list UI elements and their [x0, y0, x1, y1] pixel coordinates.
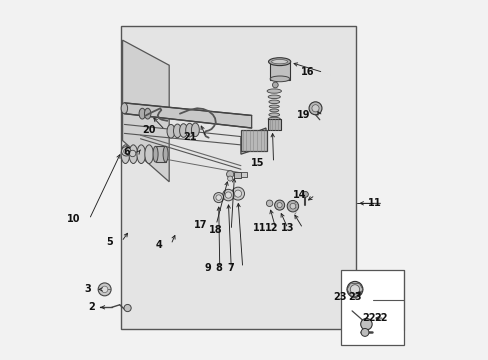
Circle shape	[272, 82, 278, 88]
Ellipse shape	[268, 113, 279, 117]
Text: 16: 16	[300, 67, 314, 77]
Circle shape	[311, 105, 319, 112]
Circle shape	[308, 102, 321, 115]
Circle shape	[101, 286, 108, 293]
Ellipse shape	[267, 95, 280, 99]
Bar	[241, 130, 266, 151]
Text: 5: 5	[105, 237, 112, 247]
Circle shape	[286, 201, 298, 212]
Ellipse shape	[269, 105, 279, 108]
Text: 11: 11	[253, 224, 266, 233]
Ellipse shape	[266, 89, 281, 93]
Polygon shape	[124, 103, 251, 128]
Bar	[241, 172, 246, 177]
Ellipse shape	[271, 59, 287, 64]
Circle shape	[289, 203, 295, 209]
Bar	[155, 146, 165, 162]
Text: 4: 4	[155, 239, 162, 249]
Circle shape	[231, 187, 244, 200]
Bar	[234, 172, 241, 178]
Ellipse shape	[121, 103, 127, 114]
Ellipse shape	[144, 108, 151, 119]
Circle shape	[225, 192, 231, 198]
Ellipse shape	[121, 145, 129, 163]
Circle shape	[302, 192, 308, 197]
Text: 13: 13	[280, 224, 293, 233]
Ellipse shape	[137, 145, 145, 163]
Ellipse shape	[129, 145, 137, 163]
Circle shape	[266, 200, 272, 207]
Text: 6: 6	[123, 147, 129, 157]
Text: 14: 14	[292, 190, 305, 200]
Circle shape	[360, 328, 368, 336]
Text: 22: 22	[373, 313, 387, 323]
Circle shape	[346, 282, 362, 297]
Circle shape	[98, 283, 111, 296]
Bar	[267, 119, 281, 130]
Ellipse shape	[173, 124, 181, 138]
Ellipse shape	[268, 100, 279, 104]
Polygon shape	[241, 128, 265, 154]
Bar	[121, 26, 355, 329]
Text: 15: 15	[250, 158, 264, 168]
Circle shape	[123, 149, 128, 154]
Text: 21: 21	[183, 132, 197, 142]
Text: 23: 23	[333, 292, 346, 302]
Circle shape	[227, 176, 232, 181]
Polygon shape	[122, 40, 169, 182]
Text: 9: 9	[203, 263, 210, 273]
Circle shape	[274, 200, 284, 210]
Circle shape	[213, 193, 223, 203]
Circle shape	[216, 195, 221, 200]
Ellipse shape	[185, 123, 193, 137]
Ellipse shape	[267, 117, 280, 121]
Circle shape	[129, 150, 136, 157]
Ellipse shape	[269, 76, 289, 82]
Text: 23: 23	[348, 292, 361, 302]
Text: 19: 19	[297, 111, 310, 121]
Ellipse shape	[167, 125, 175, 138]
Ellipse shape	[268, 58, 290, 66]
Ellipse shape	[191, 123, 199, 136]
Circle shape	[277, 203, 282, 208]
Ellipse shape	[163, 146, 168, 162]
Circle shape	[349, 285, 359, 294]
Ellipse shape	[179, 124, 187, 137]
Ellipse shape	[153, 146, 158, 162]
Ellipse shape	[269, 109, 278, 112]
Text: 12: 12	[265, 224, 278, 233]
Text: 22: 22	[362, 313, 375, 323]
Ellipse shape	[144, 145, 153, 163]
Circle shape	[121, 147, 131, 156]
Text: 10: 10	[67, 215, 80, 224]
Text: 7: 7	[226, 263, 233, 273]
Circle shape	[226, 171, 233, 178]
Ellipse shape	[269, 121, 279, 124]
Text: 2: 2	[88, 302, 94, 312]
Circle shape	[222, 189, 234, 201]
Bar	[341, 270, 403, 345]
Circle shape	[360, 319, 371, 330]
Text: 1: 1	[367, 198, 373, 208]
Ellipse shape	[139, 108, 145, 119]
Bar	[269, 62, 290, 80]
Text: 1: 1	[373, 198, 380, 208]
Text: 20: 20	[142, 125, 156, 135]
Text: 18: 18	[208, 225, 222, 235]
Circle shape	[234, 190, 241, 197]
Text: 17: 17	[193, 220, 207, 230]
Text: 3: 3	[84, 284, 91, 294]
Text: 8: 8	[215, 263, 222, 273]
Circle shape	[124, 305, 131, 312]
